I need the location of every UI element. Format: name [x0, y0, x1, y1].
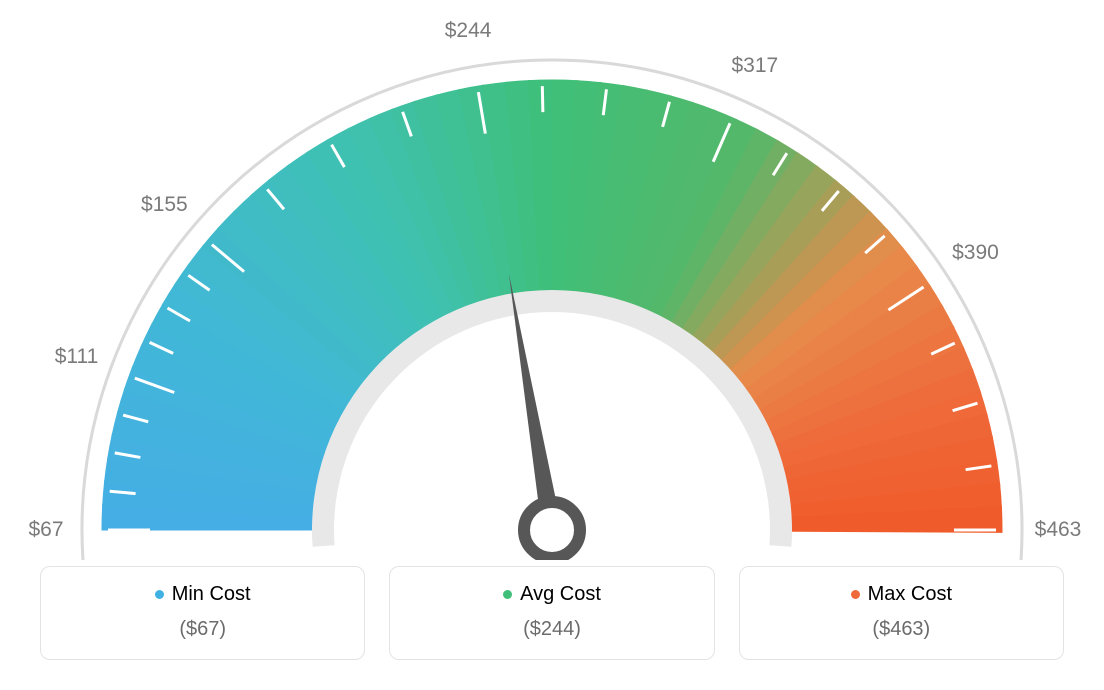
legend-value: ($244)	[400, 618, 703, 641]
legend-dot-min	[155, 590, 164, 599]
legend-card-min: Min Cost ($67)	[40, 566, 365, 660]
gauge-area: $67 $111 $155 $244 $317 $390 $463	[0, 0, 1104, 560]
gauge-tick-label: $463	[1035, 518, 1082, 542]
legend-dot-max	[851, 590, 860, 599]
cost-gauge-chart: $67 $111 $155 $244 $317 $390 $463 Min Cost ($6…	[0, 0, 1104, 690]
gauge-tick-label: $390	[952, 241, 999, 265]
legend-row: Min Cost ($67) Avg Cost ($244) Max Cost …	[40, 566, 1064, 660]
legend-title-text: Max Cost	[868, 583, 952, 606]
gauge-tick-label: $111	[55, 345, 99, 369]
legend-title: Min Cost	[155, 583, 251, 606]
legend-value: ($463)	[750, 618, 1053, 641]
gauge-tick-label: $244	[445, 19, 492, 43]
legend-card-avg: Avg Cost ($244)	[389, 566, 714, 660]
gauge-tick-label: $317	[732, 54, 779, 78]
legend-title-text: Min Cost	[172, 583, 251, 606]
gauge-svg	[0, 0, 1104, 560]
gauge-tick-label: $155	[141, 193, 188, 217]
legend-card-max: Max Cost ($463)	[739, 566, 1064, 660]
gauge-tick-label: $67	[28, 518, 63, 542]
legend-title: Avg Cost	[503, 583, 601, 606]
legend-dot-avg	[503, 590, 512, 599]
legend-title-text: Avg Cost	[520, 583, 601, 606]
legend-title: Max Cost	[851, 583, 952, 606]
legend-value: ($67)	[51, 618, 354, 641]
